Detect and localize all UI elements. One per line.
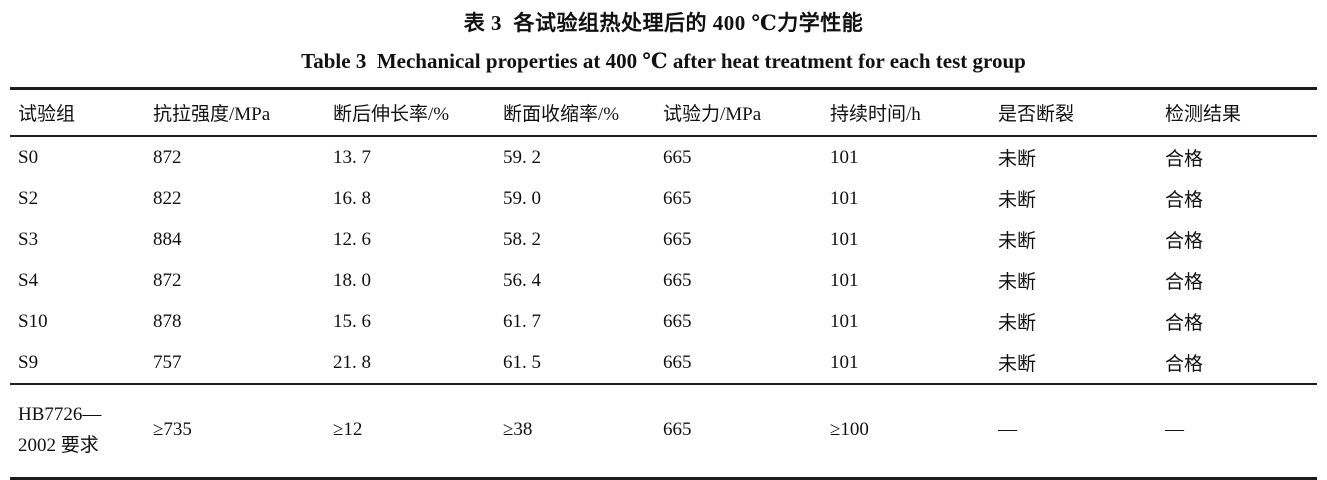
table-cell: 884 [153,228,182,250]
row-label: S3 [18,228,39,250]
table-cell: 101 [830,269,859,291]
row-label: S0 [18,146,39,168]
table-cell: 合格 [1165,190,1204,211]
table-cell: 合格 [1165,313,1204,334]
table-cell: 61. 7 [503,310,541,332]
data-row-s10: S10 878 15. 6 61. 7 665 101 未断 合格 [10,301,1317,342]
requirement-row-label: HB7726— 2002 要求 [10,384,145,479]
data-row-s4: S4 872 18. 0 56. 4 665 101 未断 合格 [10,260,1317,301]
requirement-label-line2: 2002 要求 [18,435,99,456]
table-cell: 101 [830,187,859,209]
table-caption-english: Table 3 Mechanical properties at 400 ℃ a… [301,49,1026,73]
table-cell: 21. 8 [325,342,495,385]
table-cell: 未断 [990,342,1157,385]
table-cell: 665 [663,269,692,291]
table-cell: 101 [830,146,859,168]
table-cell: 59. 2 [503,146,541,168]
row-label: S2 [18,187,39,209]
col-header-inspection-result: 检测结果 [1157,88,1317,137]
table-cell: 822 [153,187,182,209]
requirement-row: HB7726— 2002 要求 ≥735 ≥12 ≥38 665 ≥100 — … [10,384,1317,479]
table-cell: — [1165,419,1184,440]
table-cell: 101 [830,228,859,250]
table-cell: 59. 0 [503,187,541,209]
table-cell: 56. 4 [503,269,541,291]
table-cell: 665 [663,146,692,168]
table-cell: — [998,419,1017,440]
data-row-s9: S9 757 21. 8 61. 5 665 101 未断 合格 [10,342,1317,385]
table-cell: 未断 [998,190,1037,211]
table-cell: 872 [153,146,182,168]
col-header-reduction-of-area: 断面收缩率/% [495,88,655,137]
row-label: S10 [18,310,48,332]
table-cell: ≥735 [153,419,192,440]
table-cell: 未断 [998,313,1037,334]
col-header-fracture-status: 是否断裂 [990,88,1157,137]
header-row: 试验组 抗拉强度/MPa 断后伸长率/% 断面收缩率/% 试验力/MPa 持续时… [10,88,1317,137]
table-cell: 未断 [998,149,1037,170]
table-caption-chinese: 表 3 各试验组热处理后的 400 ℃力学性能 [463,11,864,35]
table-cell: 未断 [998,272,1037,293]
data-row-s3: S3 884 12. 6 58. 2 665 101 未断 合格 [10,219,1317,260]
table-cell: ≥100 [830,419,869,440]
table-cell: 101 [830,310,859,332]
mechanical-properties-table: 试验组 抗拉强度/MPa 断后伸长率/% 断面收缩率/% 试验力/MPa 持续时… [10,87,1317,480]
row-label: S9 [10,342,145,385]
table-cell: 合格 [1165,231,1204,252]
data-row-s0: S0 872 13. 7 59. 2 665 101 未断 合格 [10,136,1317,178]
table-cell: 61. 5 [495,342,655,385]
table-cell: ≥12 [333,419,363,440]
table-cell: 757 [145,342,325,385]
table-cell: 665 [663,187,692,209]
table-cell: 878 [153,310,182,332]
col-header-test-force: 试验力/MPa [655,88,822,137]
table-cell: 665 [663,419,692,440]
table-cell: 合格 [1165,272,1204,293]
table-cell: 665 [655,342,822,385]
table-cell: 665 [663,310,692,332]
requirement-label-line1: HB7726— [18,404,102,425]
data-row-s2: S2 822 16. 8 59. 0 665 101 未断 合格 [10,178,1317,219]
table-cell: 58. 2 [503,228,541,250]
col-header-duration: 持续时间/h [822,88,990,137]
table-cell: ≥38 [503,419,533,440]
col-header-elongation: 断后伸长率/% [325,88,495,137]
table-cell: 15. 6 [333,310,371,332]
table-cell: 18. 0 [333,269,371,291]
table-cell: 合格 [1157,342,1317,385]
col-header-test-group: 试验组 [10,88,145,137]
table-cell: 合格 [1165,149,1204,170]
table-cell: 101 [822,342,990,385]
table-cell: 665 [663,228,692,250]
table-cell: 16. 8 [333,187,371,209]
table-cell: 未断 [998,231,1037,252]
table-cell: 12. 6 [333,228,371,250]
col-header-tensile-strength: 抗拉强度/MPa [145,88,325,137]
table-cell: 872 [153,269,182,291]
row-label: S4 [18,269,39,291]
table-cell: 13. 7 [333,146,371,168]
